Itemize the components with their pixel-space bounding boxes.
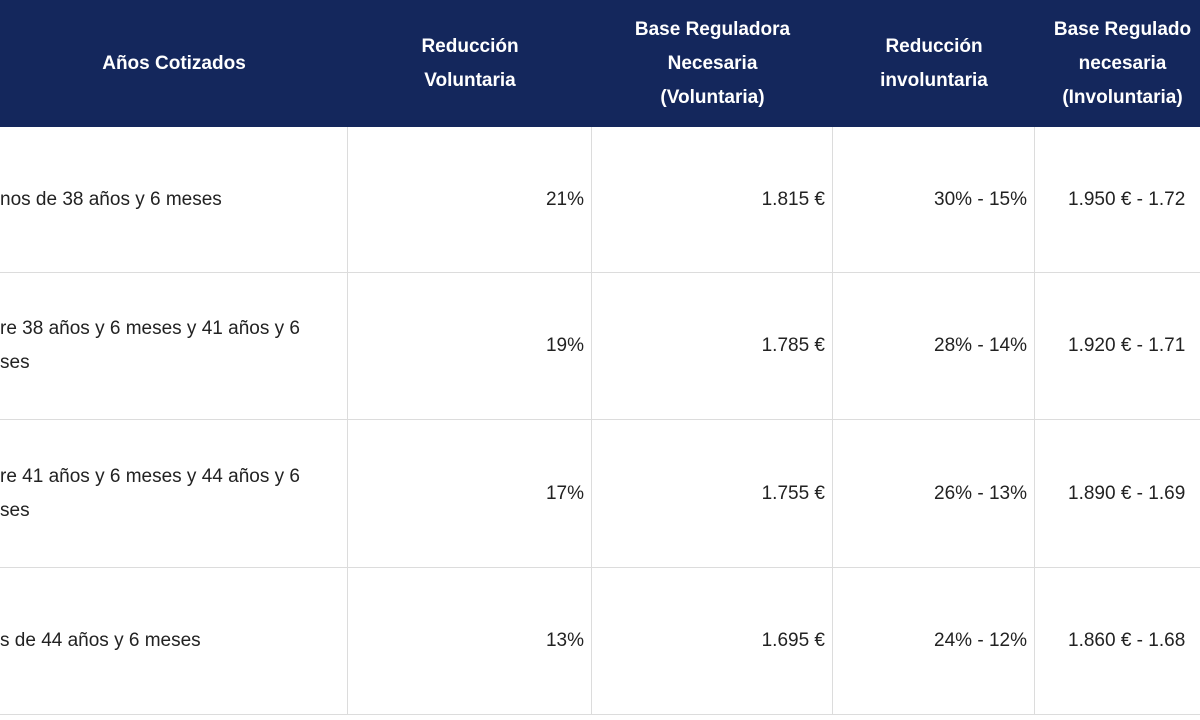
table-cell: 1.755 € [592, 420, 833, 568]
cell-text: 1.755 € [761, 482, 825, 504]
cell-text: 28% - 14% [934, 335, 1027, 356]
header-text: Años Cotizados [102, 52, 246, 74]
table-cell: 28% - 14% [833, 273, 1035, 420]
header-text: necesaria [1078, 52, 1167, 74]
table-cell: 21% [348, 127, 592, 273]
table-cell: 1.815 € [592, 127, 833, 273]
cell-text: 21% [545, 188, 584, 210]
cell-text: 17% [545, 482, 584, 504]
table-cell: nos de 38 años y 6 meses [0, 127, 348, 273]
cell-text: 1.695 € [761, 630, 825, 651]
cell-text: 1.815 € [761, 188, 825, 210]
header-text: Reducción [885, 35, 983, 57]
cell-text: 1.890 € - 1.69 [1068, 482, 1186, 504]
header-cell: Reducción involuntaria [833, 0, 1035, 127]
cell-text: 1.950 € - 1.72 [1068, 188, 1186, 210]
table-cell: 1.695 € [592, 568, 833, 715]
cell-text: 1.920 € - 1.71 [1068, 335, 1186, 356]
cell-text: re 38 años y 6 meses y 41 años y 6 [0, 318, 300, 339]
table-cell: 1.785 € [592, 273, 833, 420]
cell-text: s de 44 años y 6 meses [0, 630, 201, 651]
cell-text: ses [0, 499, 30, 521]
table-cell: 1.890 € - 1.69 [1035, 420, 1200, 568]
cell-text: 13% [545, 630, 584, 651]
cell-text: re 41 años y 6 meses y 44 años y 6 [0, 465, 300, 487]
header-cell: Base Reguladora Necesaria (Voluntaria) [592, 0, 833, 127]
header-text: Base Reguladora [634, 18, 791, 40]
cell-text: 19% [545, 335, 584, 356]
cell-text: nos de 38 años y 6 meses [0, 188, 222, 210]
table-cell: re 38 años y 6 meses y 41 años y 6 ses [0, 273, 348, 420]
table-cell: 24% - 12% [833, 568, 1035, 715]
header-text: Voluntaria [424, 69, 516, 91]
cell-text: 1.860 € - 1.68 [1068, 630, 1186, 651]
table-cell: 1.860 € - 1.68 [1035, 568, 1200, 715]
header-cell: Base Regulado necesaria (Involuntaria) [1035, 0, 1200, 127]
header-cell: Reducción Voluntaria [348, 0, 592, 127]
table-cell: 19% [348, 273, 592, 420]
table-cell: 13% [348, 568, 592, 715]
cell-text: ses [0, 352, 30, 373]
table-cell: s de 44 años y 6 meses [0, 568, 348, 715]
cell-text: 26% - 13% [934, 482, 1027, 504]
header-text: Base Regulado [1053, 18, 1192, 40]
header-cell: Años Cotizados [0, 0, 348, 127]
table-cell: 30% - 15% [833, 127, 1035, 273]
cell-text: 1.785 € [761, 335, 825, 356]
table-cell: 1.950 € - 1.72 [1035, 127, 1200, 273]
table-cell: 17% [348, 420, 592, 568]
header-text: (Voluntaria) [660, 86, 765, 108]
header-bar [0, 0, 1200, 127]
table-cell: 26% - 13% [833, 420, 1035, 568]
header-text: Reducción [421, 35, 519, 57]
cell-text: 24% - 12% [934, 630, 1027, 651]
table-cell: re 41 años y 6 meses y 44 años y 6 ses [0, 420, 348, 568]
table-cell: 1.920 € - 1.71 [1035, 273, 1200, 420]
header-text: (Involuntaria) [1062, 86, 1183, 108]
cell-text: 30% - 15% [934, 188, 1027, 210]
header-text: involuntaria [880, 69, 988, 91]
header-text: Necesaria [667, 52, 758, 74]
